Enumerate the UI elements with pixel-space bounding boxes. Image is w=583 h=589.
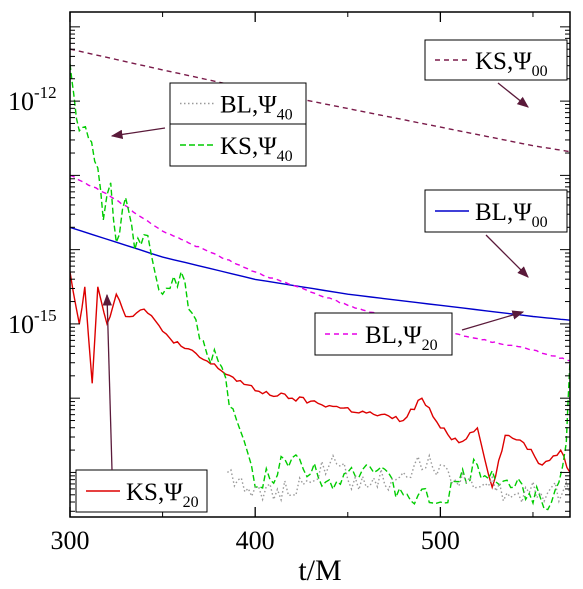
legend-label: BL,Ψ40: [220, 92, 293, 124]
series-line-2: [70, 174, 570, 362]
legend-label: KS,Ψ00: [475, 48, 548, 80]
plot-frame: [69, 11, 571, 518]
series-line-1: [70, 226, 570, 321]
series-line-0: [70, 48, 570, 153]
legend-entry-4: BL,Ψ20: [314, 310, 525, 356]
series-line-5: [226, 453, 570, 505]
annotation-arrow: [102, 293, 113, 471]
legend-label: KS,Ψ40: [220, 133, 293, 165]
legend-box: [169, 123, 307, 167]
y-tick-label: 10-15: [8, 306, 57, 339]
legend-entry-1: BL,Ψ40: [110, 82, 307, 140]
legend-box: [169, 82, 307, 125]
legend-label: BL,Ψ20: [365, 322, 438, 354]
legend-entry-5: KS,Ψ20: [75, 293, 208, 513]
x-tick-label: 300: [51, 526, 90, 555]
series-layer: [70, 48, 570, 511]
annotation-arrow: [110, 127, 166, 140]
legend-label: BL,Ψ00: [475, 199, 548, 231]
x-axis-title: t/M: [298, 554, 341, 587]
x-tick-label: 400: [236, 526, 275, 555]
series-line-4: [70, 63, 570, 511]
x-tick-label: 500: [421, 526, 460, 555]
legend-entry-3: BL,Ψ00: [424, 189, 568, 278]
annotation-arrow: [497, 82, 529, 108]
legend-entry-0: KS,Ψ00: [424, 39, 568, 108]
y-tick-label: 10-12: [8, 83, 57, 116]
legend-entry-2: KS,Ψ40: [169, 123, 307, 167]
series-line-3: [70, 271, 570, 490]
legend-label: KS,Ψ20: [126, 479, 199, 511]
annotation-arrow: [485, 234, 529, 278]
tick-layer: 300 400 500 10-12 10-15: [8, 12, 570, 555]
annotation-arrow: [461, 310, 525, 331]
legend-layer: KS,Ψ00 BL,Ψ40 KS,Ψ40 BL,Ψ00 BL,Ψ20 KS,Ψ20: [75, 39, 568, 513]
